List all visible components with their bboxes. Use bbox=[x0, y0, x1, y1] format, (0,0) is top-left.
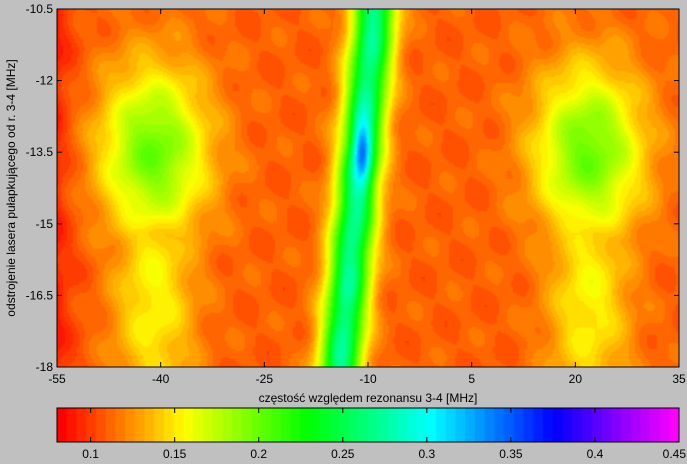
y-axis: -10.5 -12 -13.5 -15 -16.5 -18 bbox=[26, 2, 679, 374]
y-axis-label: odstrojenie lasera pułapkującego od r. 3… bbox=[4, 59, 18, 316]
x-axis: -55 -40 -25 -10 5 20 35 bbox=[48, 9, 686, 386]
x-tick-label: -55 bbox=[48, 372, 66, 386]
y-tick-label: -12 bbox=[36, 74, 54, 88]
colorbar-gradient bbox=[57, 408, 679, 442]
y-tick-label: -13.5 bbox=[26, 145, 54, 159]
colorbar-axis: 0.1 0.15 0.2 0.25 0.3 0.35 0.4 0.45 bbox=[82, 408, 686, 461]
x-tick-label: -10 bbox=[359, 372, 377, 386]
x-tick-label: 35 bbox=[672, 372, 686, 386]
heatmap-plot: -55 -40 -25 -10 5 20 35 -10.5-12-13.5-15-16.5-… bbox=[4, 2, 686, 405]
y-tick-label: -15 bbox=[36, 217, 54, 231]
heatmap-image bbox=[57, 9, 679, 367]
x-axis-label: częstość względem rezonansu 3-4 [MHz] bbox=[259, 391, 478, 405]
colorbar-tick-label: 0.1 bbox=[82, 447, 99, 461]
colorbar-tick-label: 0.4 bbox=[587, 447, 604, 461]
colorbar-tick-label: 0.45 bbox=[663, 447, 687, 461]
y-tick-label: -10.5 bbox=[26, 2, 54, 16]
colorbar-tick-label: 0.25 bbox=[331, 447, 355, 461]
colorbar: 0.1 0.15 0.2 0.25 0.3 0.35 0.4 0.45 bbox=[56, 407, 686, 461]
colorbar-tick-label: 0.2 bbox=[250, 447, 267, 461]
colorbar-tick-label: 0.15 bbox=[163, 447, 187, 461]
x-tick-label: 5 bbox=[468, 372, 475, 386]
colorbar-tick-label: 0.35 bbox=[499, 447, 523, 461]
x-tick-label: -40 bbox=[152, 372, 170, 386]
y-tick-label: -16.5 bbox=[26, 288, 54, 302]
y-tick-label: -18 bbox=[36, 360, 54, 374]
colorbar-tick-label: 0.3 bbox=[418, 447, 435, 461]
colorbar-frame bbox=[56, 407, 680, 443]
x-tick-label: 20 bbox=[569, 372, 583, 386]
x-tick-label: -25 bbox=[256, 372, 274, 386]
